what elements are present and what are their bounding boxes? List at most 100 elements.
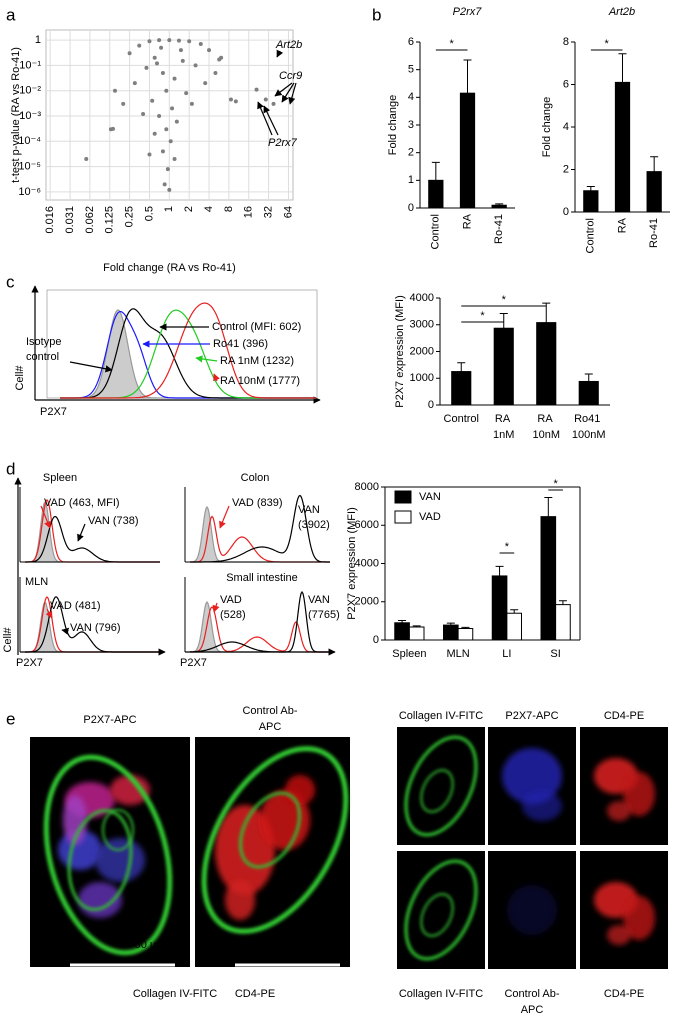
y-tick-label: 3000 [410,319,434,331]
stain [285,775,315,805]
x-tick-label: 0.25 [124,206,136,227]
arrow [276,49,284,58]
axis-label: P2X7 [40,406,67,418]
error-bar [446,622,455,626]
error-bar [431,161,440,181]
bar [394,622,410,641]
y-tick-label: 1 [408,174,414,186]
significance-star: * [505,541,510,553]
bar [459,92,476,209]
bar [578,380,599,406]
y-tick-label: 2 [563,163,569,175]
point [137,43,142,48]
flow-label: VAD (528) [220,594,246,621]
error-bar [586,186,595,191]
point [150,98,155,103]
arrow [257,101,273,136]
x-tick-label: Spleen [392,648,426,660]
error-bar [412,625,421,627]
stain [67,808,133,912]
stain-label: CD4-PE [235,988,275,1000]
y-tick-label: 0 [373,634,379,646]
x-tick-label: SI [550,648,560,660]
x-tick-label: 64 [282,206,294,218]
chart-title: Art2b [608,6,635,18]
stain [95,838,145,882]
point [184,91,189,96]
y-tick-label: 1 [35,34,41,46]
y-tick-label: 4000 [355,557,379,569]
bar [408,626,425,641]
point [187,39,192,44]
stain [507,885,557,935]
arrow [195,355,218,363]
point [174,119,179,124]
point [213,71,218,76]
y-tick-label: 2 [408,147,414,159]
image-title: CD4-PE [604,710,644,722]
point [198,41,203,46]
y-tick-label: 4000 [410,292,434,304]
x-tick-label: Ro-41 [493,214,505,244]
x-axis-label: Fold change (RA vs Ro-41) [103,262,236,274]
arrow [77,523,86,542]
axis-label: P2X7 [16,657,43,669]
bar [451,371,472,406]
x-tick-label: RA 10nM [532,413,560,441]
x-tick-label: 8 [223,206,235,212]
stain [420,893,454,937]
x-tick-label: 4 [203,206,215,212]
error-bar [510,609,519,614]
y-tick-label: 8000 [355,481,379,493]
legend-label: VAN [419,491,441,503]
stain [607,801,631,821]
scale-label: 50 µm [135,939,166,951]
panel-title: MLN [25,576,48,588]
x-tick-label: RA [616,217,628,233]
bar [491,204,507,209]
point [228,97,233,102]
flow-label: VAN (738) [88,515,139,527]
point [141,111,146,116]
flow-label: VAD (839) [232,497,283,509]
y-axis-label: Fold change [541,97,553,158]
point [164,127,169,132]
y-tick-label: 6 [408,36,414,48]
x-tick-label: 16 [243,206,255,218]
axis-label: P2X7 [180,657,207,669]
y-tick-label: 0 [563,206,569,218]
stain [404,735,478,837]
point [271,101,276,106]
stain [63,795,87,845]
flow-label: Control (MFI: 602) [212,321,301,333]
stain [215,805,275,895]
annotation: Art2b [275,39,302,51]
error-bar [584,373,593,382]
point [160,71,165,76]
legend-label: VAD [419,511,441,523]
error-bar [558,600,567,605]
point [164,88,169,93]
point [111,126,116,131]
arrow [61,627,70,635]
point [189,101,194,106]
panel-label: e [6,709,15,728]
point [207,48,212,53]
image-title: P2X7-APC [83,714,136,726]
arrow [213,373,220,382]
point [233,99,238,104]
point [254,87,259,92]
stain [239,791,301,869]
y-axis-label: Fold change [387,95,399,156]
bar [540,516,557,641]
y-tick-label: 4 [563,121,569,133]
legend-swatch [394,490,412,504]
y-tick-label: 10⁻¹ [19,59,41,71]
point [176,38,181,43]
panel-title: Spleen [43,472,77,484]
point [159,45,164,50]
histogram-curve [60,302,316,399]
bar [506,612,522,641]
arrow [263,105,279,136]
